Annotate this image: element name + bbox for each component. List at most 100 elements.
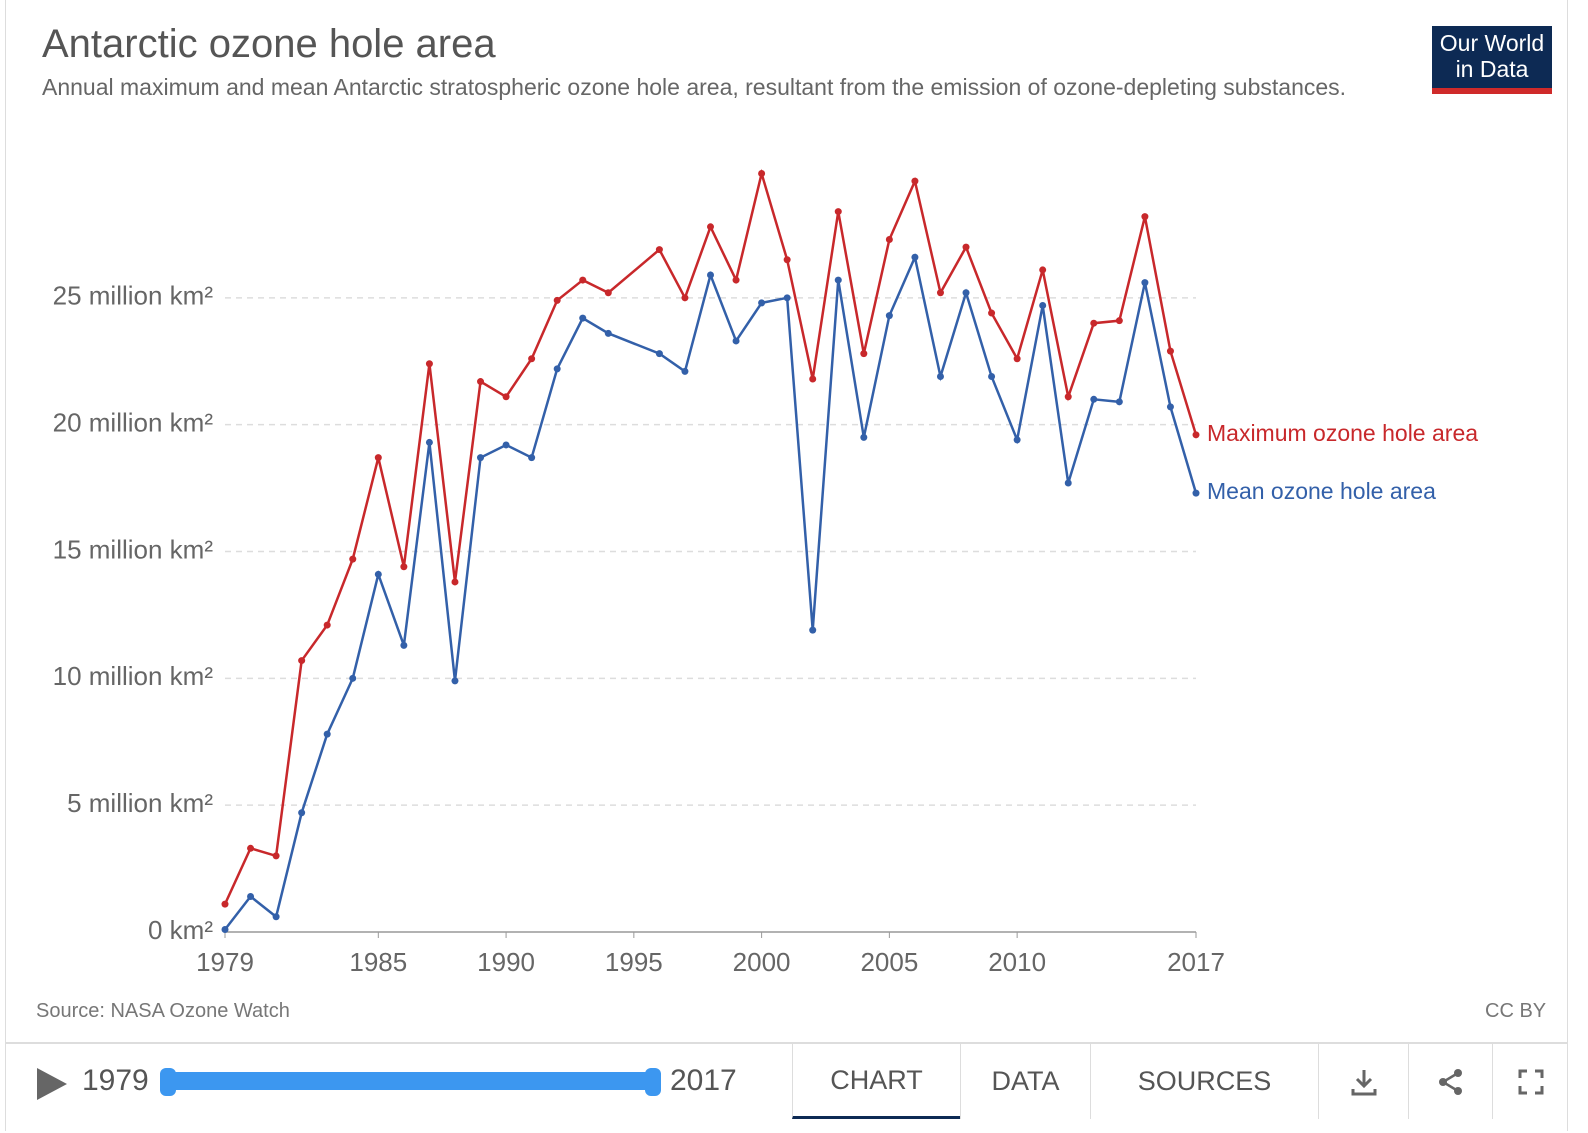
fullscreen-button[interactable]: [1492, 1044, 1568, 1119]
data-point: [962, 243, 970, 251]
data-point: [451, 677, 459, 685]
tab[interactable]: SOURCES: [1090, 1044, 1318, 1119]
data-point: [758, 170, 766, 178]
data-point: [323, 621, 331, 629]
data-point: [936, 372, 944, 380]
data-point: [221, 925, 229, 933]
slider-handle[interactable]: [645, 1068, 661, 1096]
data-point: [298, 809, 306, 817]
chart: 0 km² 5 million km² 10 million km² 15 milli…: [53, 168, 1478, 977]
license[interactable]: CC BY: [1485, 1000, 1547, 1022]
data-point: [1013, 436, 1021, 444]
logo[interactable]: Our World in Data: [1432, 26, 1552, 94]
data-point: [885, 312, 893, 320]
timeline-slider[interactable]: [167, 1072, 659, 1090]
chart-title: Antarctic ozone hole area: [42, 22, 496, 66]
data-point: [707, 223, 714, 231]
data-point: [1090, 319, 1098, 327]
data-point: [1192, 489, 1200, 497]
source[interactable]: Source: NASA Ozone Watch: [36, 1000, 290, 1022]
data-point: [1192, 431, 1200, 439]
data-point: [349, 555, 357, 563]
x-tick-label: 2017: [1167, 947, 1225, 977]
y-tick-label: 15 million km²: [53, 534, 214, 564]
data-point: [1064, 393, 1072, 401]
data-point: [1115, 398, 1123, 406]
x-tick-label: 2010: [988, 947, 1046, 977]
x-tick-label: 2000: [733, 947, 791, 977]
data-point: [425, 438, 433, 446]
data-point: [1090, 395, 1098, 403]
data-point: [962, 289, 970, 297]
series-line: [224, 253, 1198, 931]
data-point: [860, 433, 868, 441]
data-point: [374, 454, 382, 462]
data-point: [834, 276, 842, 284]
data-point: [528, 355, 536, 363]
data-point: [1141, 279, 1149, 287]
data-point: [655, 350, 663, 358]
data-point: [1166, 347, 1174, 355]
data-point: [707, 271, 714, 279]
data-point: [655, 246, 663, 254]
data-point: [988, 309, 996, 317]
data-point: [502, 393, 510, 401]
data-point: [834, 208, 842, 216]
tab[interactable]: CHART: [792, 1044, 960, 1119]
data-point: [1166, 403, 1174, 411]
x-tick-label: 2005: [860, 947, 918, 977]
data-point: [272, 852, 280, 860]
y-tick-label: 0 km²: [148, 915, 213, 945]
play-button[interactable]: [33, 1064, 73, 1104]
data-point: [681, 367, 689, 375]
series-label: Maximum ozone hole area: [1207, 420, 1478, 446]
x-tick-label: 1985: [349, 947, 407, 977]
data-point: [911, 177, 919, 185]
data-point: [502, 441, 510, 449]
chart-card: Antarctic ozone hole area Annual maximum…: [5, 0, 1568, 1131]
data-point: [988, 372, 996, 380]
y-tick-label: 20 million km²: [53, 408, 214, 438]
data-point: [221, 900, 229, 908]
data-point: [783, 294, 791, 302]
y-tick-label: 5 million km²: [67, 788, 213, 818]
data-point: [1064, 479, 1072, 487]
data-point: [553, 296, 561, 304]
chart-subtitle: Annual maximum and mean Antarctic strato…: [42, 74, 1347, 100]
data-point: [885, 235, 893, 243]
data-point: [936, 289, 944, 297]
data-point: [1013, 355, 1021, 363]
slider-handle[interactable]: [160, 1068, 176, 1096]
data-point: [477, 454, 485, 462]
data-point: [809, 375, 817, 383]
data-point: [451, 578, 459, 586]
share-button[interactable]: [1408, 1044, 1492, 1119]
data-point: [425, 360, 433, 368]
timeline-start: 1979: [82, 1064, 149, 1097]
data-point: [681, 294, 689, 302]
x-tick-label: 1990: [477, 947, 535, 977]
data-point: [1115, 317, 1123, 325]
data-point: [528, 454, 536, 462]
timeline-end: 2017: [670, 1064, 737, 1097]
data-point: [349, 674, 357, 682]
data-point: [604, 289, 612, 297]
data-point: [758, 299, 766, 307]
control-bar: 1979 2017 CHART DATA SOURCES: [5, 1042, 1568, 1133]
data-point: [374, 570, 382, 578]
data-point: [477, 378, 485, 386]
data-point: [553, 365, 561, 373]
data-point: [298, 657, 306, 665]
data-point: [732, 276, 740, 284]
data-point: [1039, 266, 1047, 274]
data-point: [809, 626, 817, 634]
data-point: [579, 276, 587, 284]
y-tick-label: 25 million km²: [53, 281, 214, 311]
data-point: [579, 314, 587, 322]
data-point: [247, 892, 255, 900]
series-label: Mean ozone hole area: [1207, 478, 1436, 504]
tab[interactable]: DATA: [960, 1044, 1090, 1119]
series-line: [223, 168, 1198, 905]
download-button[interactable]: [1318, 1044, 1408, 1119]
data-point: [1141, 213, 1149, 221]
